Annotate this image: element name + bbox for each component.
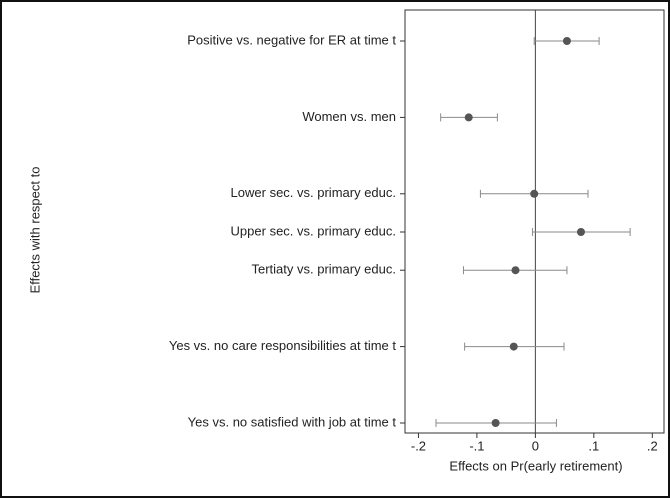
y-tick-label: Upper sec. vs. primary educ.	[231, 223, 396, 238]
x-tick-label: .1	[588, 438, 599, 453]
x-tick-label: -.1	[469, 438, 484, 453]
x-tick-label: .2	[647, 438, 658, 453]
point	[562, 37, 571, 45]
x-tick-label: 0	[532, 438, 539, 453]
x-tick-label: -.2	[411, 438, 426, 453]
y-tick-label: Yes vs. no care responsibilities at time…	[169, 338, 397, 353]
point	[491, 419, 500, 427]
x-axis-label: Effects on Pr(early retirement)	[449, 458, 622, 473]
y-tick-label: Lower sec. vs. primary educ.	[231, 185, 396, 200]
point	[464, 113, 473, 122]
plot-frame	[404, 9, 665, 434]
y-axis-label: Effects with respect to	[27, 167, 42, 294]
point	[530, 189, 539, 198]
point	[511, 266, 520, 275]
y-tick-label: Women vs. men	[302, 109, 396, 124]
y-tick-label: Yes vs. no satisfied with job at time t	[188, 414, 397, 429]
point	[576, 228, 585, 236]
point	[509, 342, 518, 351]
y-tick-label: Positive vs. negative for ER at time t	[187, 32, 396, 47]
y-tick-label: Tertiaty vs. primary educ.	[252, 262, 397, 277]
